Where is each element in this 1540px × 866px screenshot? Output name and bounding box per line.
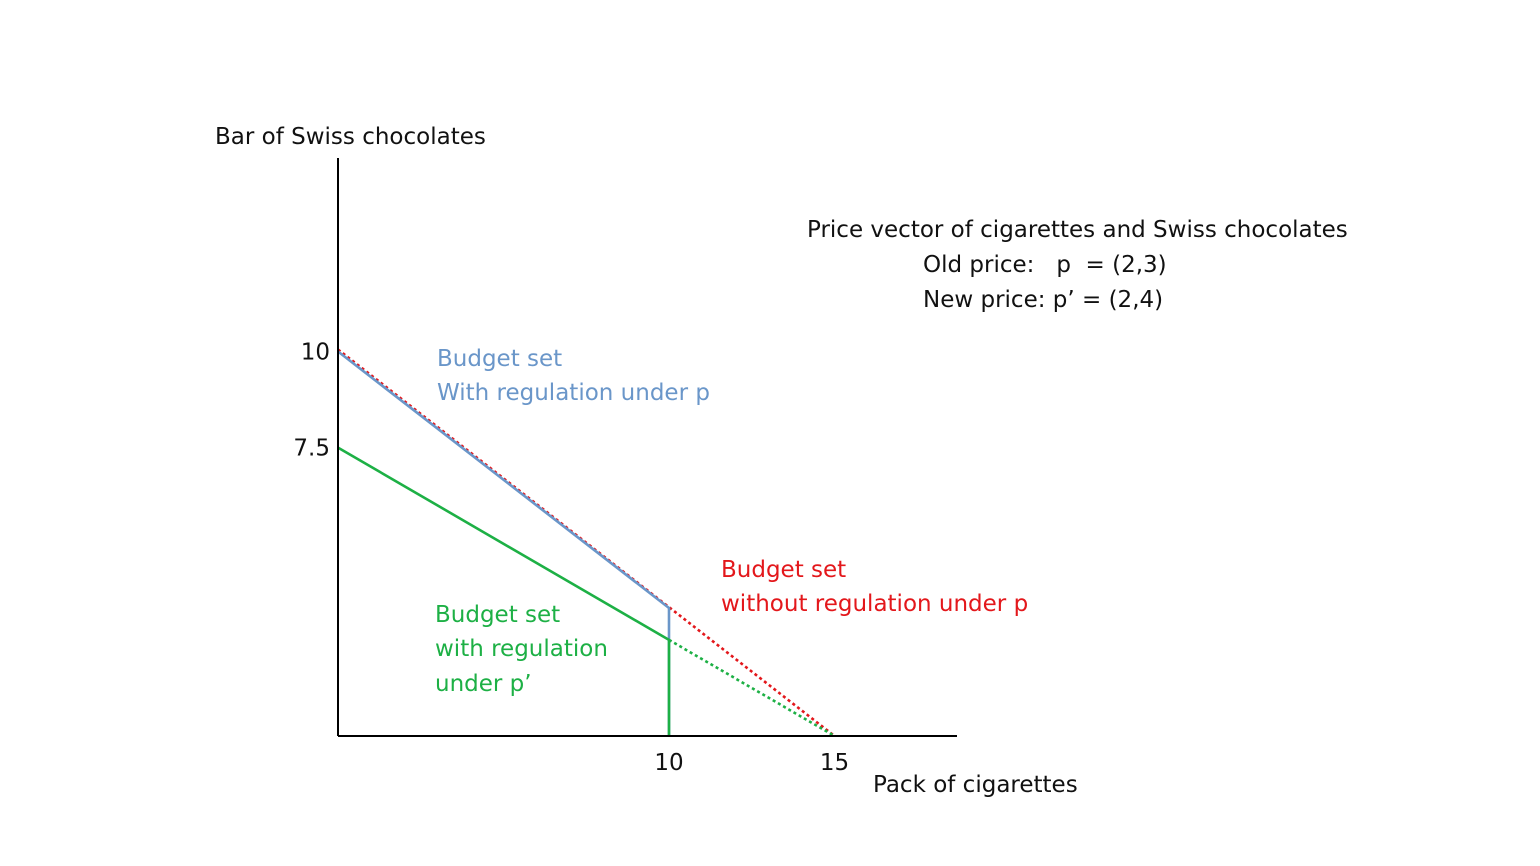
y-tick-label-7-5: 7.5 — [293, 436, 330, 462]
label-with-regulation-p: Budget set With regulation under p — [437, 346, 710, 406]
label-with-regulation-p-prime: Budget set with regulation under p’ — [435, 602, 608, 697]
x-axis-title: Pack of cigarettes — [873, 772, 1078, 798]
y-axis-title: Bar of Swiss chocolates — [215, 124, 486, 150]
price-info-title: Price vector of cigarettes and Swiss cho… — [807, 217, 1348, 243]
label-blue-line-2: With regulation under p — [437, 380, 710, 406]
series-line-with-regulation-p-prime — [337, 446, 671, 736]
label-red-line-2: without regulation under p — [721, 591, 1028, 617]
label-red-line-1: Budget set — [721, 557, 846, 583]
label-blue-line-1: Budget set — [437, 346, 562, 372]
price-info: Price vector of cigarettes and Swiss cho… — [807, 217, 1348, 313]
label-green-line-2: with regulation — [435, 636, 608, 662]
label-green-line-3: under p’ — [435, 671, 532, 697]
label-without-regulation-p: Budget set without regulation under p — [721, 557, 1028, 617]
plot-area: 10 15 10 7.5 — [293, 158, 957, 776]
new-price-text: New price: p’ = (2,4) — [923, 287, 1163, 313]
series-line-p-prime-extension — [668, 638, 836, 738]
old-price-text: Old price: p = (2,3) — [923, 252, 1167, 278]
x-tick-label-15: 15 — [820, 750, 849, 776]
y-tick-label-10: 10 — [301, 340, 330, 366]
label-green-line-1: Budget set — [435, 602, 560, 628]
x-tick-label-10: 10 — [654, 750, 683, 776]
